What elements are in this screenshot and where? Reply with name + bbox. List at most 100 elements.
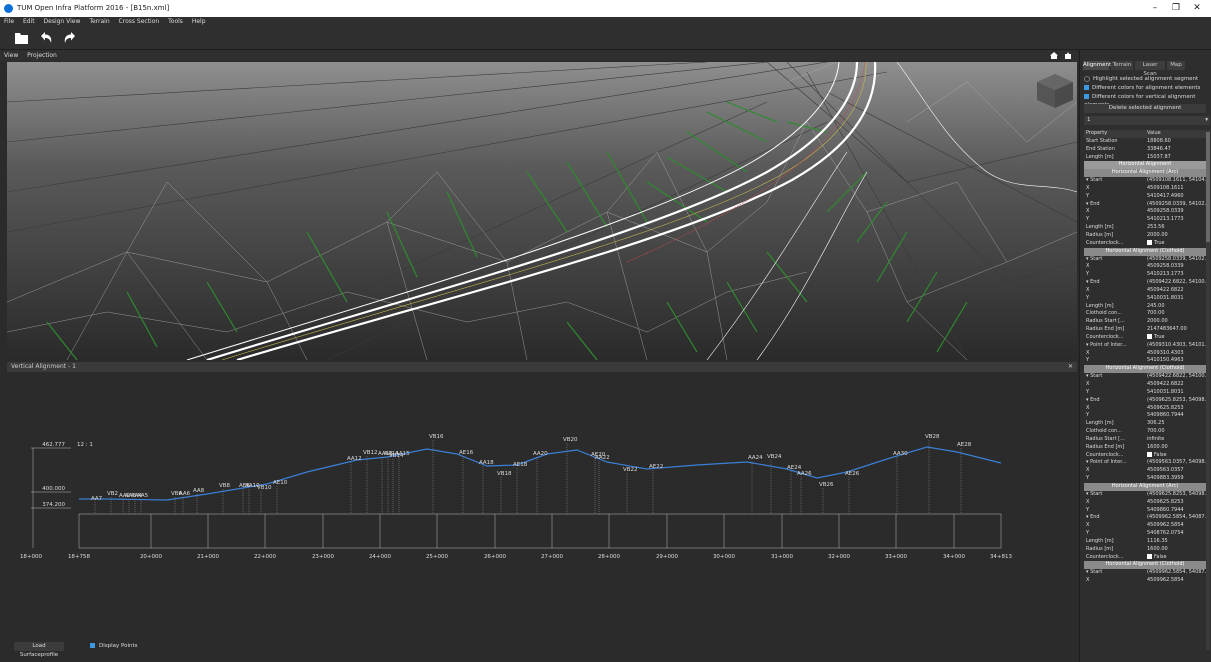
checkbox-icon[interactable] xyxy=(1147,333,1152,339)
table-row[interactable]: ▾ End (4509962.5854, 54087... xyxy=(1084,514,1206,522)
table-row[interactable]: Y 5410213.1773 xyxy=(1084,216,1206,224)
projection-menu[interactable]: Projection xyxy=(27,52,57,59)
diff-colors-option[interactable]: Different colors for alignment elements xyxy=(1084,84,1200,92)
table-group-row[interactable]: Horizontal Alignment (Clothoid) xyxy=(1084,561,1206,570)
table-row[interactable]: Length [m] 1116.35 xyxy=(1084,538,1206,546)
table-row[interactable]: ▾ Start (4509962.5854, 54087... xyxy=(1084,569,1206,577)
table-group-row[interactable]: Horizontal Alignment (Arc) xyxy=(1084,169,1206,178)
highlight-option[interactable]: Highlight selected alignment segment xyxy=(1084,75,1198,83)
table-row[interactable]: Y 5410417.4960 xyxy=(1084,193,1206,201)
table-row[interactable]: Y 5410031.8031 xyxy=(1084,295,1206,303)
table-row[interactable]: ▾ Start (4509625.8253, 54098... xyxy=(1084,491,1206,499)
table-row[interactable]: ▾ Start (4509422.6822, 54100... xyxy=(1084,373,1206,381)
table-row[interactable]: ▾ Start (4509258.0339, 54102... xyxy=(1084,256,1206,264)
table-row[interactable]: Y 5409883.3959 xyxy=(1084,475,1206,483)
table-row[interactable]: Clothoid con... 700.00 xyxy=(1084,310,1206,318)
close-icon[interactable]: ✕ xyxy=(1193,3,1201,13)
home-icon[interactable] xyxy=(1050,52,1058,59)
table-row[interactable]: Counterclock... True xyxy=(1084,333,1206,342)
table-row[interactable]: Radius [m] 2000.00 xyxy=(1084,232,1206,240)
alignment-select[interactable]: 1 ▾ xyxy=(1084,116,1210,125)
camera-icon[interactable] xyxy=(1064,52,1072,59)
menu-file[interactable]: File xyxy=(4,18,15,25)
table-row[interactable]: ▾ End (4509422.6822, 54100... xyxy=(1084,279,1206,287)
table-row[interactable]: Radius [m] 1600.00 xyxy=(1084,546,1206,554)
table-row[interactable]: Start Station 18808.60 xyxy=(1084,138,1206,146)
checkbox-icon[interactable] xyxy=(1147,239,1152,245)
table-row[interactable]: Length [m] 245.00 xyxy=(1084,303,1206,311)
table-row[interactable]: Y 5409860.7944 xyxy=(1084,412,1206,420)
column-property[interactable]: Property xyxy=(1086,130,1108,136)
table-group-row[interactable]: Horizontal Alignment (Arc) xyxy=(1084,482,1206,491)
scrollbar[interactable] xyxy=(1206,130,1210,650)
display-points-toggle[interactable]: Display Points xyxy=(90,642,138,651)
table-group-row[interactable]: Horizontal Alignment xyxy=(1084,161,1206,170)
profile-chart[interactable]: 462.777 400.000 374.200 12 : 1 18+000 18+758 2… xyxy=(7,372,1077,656)
menu-design-view[interactable]: Design View xyxy=(43,18,81,25)
display-points-checkbox[interactable] xyxy=(90,643,95,648)
menu-cross-section[interactable]: Cross Section xyxy=(118,18,160,25)
table-row[interactable]: Length [m] 253.56 xyxy=(1084,224,1206,232)
column-value[interactable]: Value xyxy=(1147,130,1161,136)
highlight-radio[interactable] xyxy=(1084,75,1090,82)
3d-viewport[interactable] xyxy=(7,62,1077,360)
table-row[interactable]: X 4509962.5854 xyxy=(1084,522,1206,530)
panel-close-icon[interactable]: ✕ xyxy=(1067,363,1073,370)
table-row[interactable]: Radius Start [... infinite xyxy=(1084,436,1206,444)
menu-tools[interactable]: Tools xyxy=(168,18,183,25)
table-row[interactable]: Y 5409860.7944 xyxy=(1084,507,1206,515)
table-row[interactable]: ▾ End (4509258.0339, 54102... xyxy=(1084,201,1206,209)
table-row[interactable]: Radius Start [... 2000.00 xyxy=(1084,318,1206,326)
delete-alignment-button[interactable]: Delete selected alignment xyxy=(1084,104,1206,113)
diff-colors-checkbox[interactable] xyxy=(1084,85,1089,90)
checkbox-icon[interactable] xyxy=(1147,553,1152,559)
load-surfaceprofile-button[interactable]: Load Surfaceprofile xyxy=(14,642,64,658)
tab-laser-scan[interactable]: Laser Scan xyxy=(1135,61,1165,77)
menu-edit[interactable]: Edit xyxy=(22,18,35,25)
property-table[interactable]: Property Value Start Station 18808.60 End S… xyxy=(1084,130,1206,650)
table-row[interactable]: ▾ Point of Inter... (4509310.4303, 54101.… xyxy=(1084,342,1206,350)
tab-alignment[interactable]: Alignment xyxy=(1083,61,1112,70)
table-row[interactable]: X 4509563.0357 xyxy=(1084,467,1206,475)
table-row[interactable]: X 4509625.8253 xyxy=(1084,405,1206,413)
table-row[interactable]: Counterclock... True xyxy=(1084,239,1206,248)
table-row[interactable]: ▾ End (4509625.8253, 54098... xyxy=(1084,397,1206,405)
table-row[interactable]: End Station 33846.47 xyxy=(1084,146,1206,154)
table-row[interactable]: Y 5410213.1773 xyxy=(1084,271,1206,279)
tab-terrain[interactable]: Terrain xyxy=(1111,61,1133,70)
checkbox-icon[interactable] xyxy=(1147,451,1152,457)
redo-icon[interactable] xyxy=(62,30,78,46)
table-row[interactable]: Length [m] 15037.87 xyxy=(1084,154,1206,162)
table-row[interactable]: Y 5410150.4963 xyxy=(1084,357,1206,365)
table-row[interactable]: X 4509310.4303 xyxy=(1084,350,1206,358)
table-row[interactable]: Y 5408762.0754 xyxy=(1084,530,1206,538)
table-row[interactable]: X 4509258.0339 xyxy=(1084,263,1206,271)
table-row[interactable]: X 4509625.8253 xyxy=(1084,499,1206,507)
table-row[interactable]: Counterclock... False xyxy=(1084,451,1206,460)
folder-open-icon[interactable] xyxy=(14,30,30,46)
table-row[interactable]: ▾ Start (4509108.1611, 54104... xyxy=(1084,177,1206,185)
table-group-row[interactable]: Horizontal Alignment (Clothoid) xyxy=(1084,365,1206,374)
table-row[interactable]: X 4509962.5854 xyxy=(1084,577,1206,585)
table-row[interactable]: Y 5410031.8031 xyxy=(1084,389,1206,397)
table-row[interactable]: Counterclock... False xyxy=(1084,553,1206,562)
table-row[interactable]: ▾ Point of Inter... (4509563.0357, 54098.… xyxy=(1084,459,1206,467)
undo-icon[interactable] xyxy=(38,30,54,46)
view-menu[interactable]: View xyxy=(4,52,19,59)
table-row[interactable]: Radius End [m] 1600.00 xyxy=(1084,444,1206,452)
menu-help[interactable]: Help xyxy=(191,18,206,25)
diff-vertical-checkbox[interactable] xyxy=(1084,94,1089,99)
minimize-icon[interactable]: – xyxy=(1152,3,1158,13)
table-row[interactable]: X 4509422.6822 xyxy=(1084,381,1206,389)
table-row[interactable]: X 4509422.6822 xyxy=(1084,287,1206,295)
table-row[interactable]: X 4509108.1611 xyxy=(1084,185,1206,193)
menu-terrain[interactable]: Terrain xyxy=(89,18,110,25)
orientation-cube[interactable] xyxy=(1037,74,1073,108)
table-row[interactable]: Clothoid con... 700.00 xyxy=(1084,428,1206,436)
table-row[interactable]: Radius End [m] 2147483647.00 xyxy=(1084,326,1206,334)
table-row[interactable]: Length [m] 306.25 xyxy=(1084,420,1206,428)
maximize-icon[interactable]: ❐ xyxy=(1171,3,1181,13)
scrollbar-thumb[interactable] xyxy=(1206,132,1210,242)
table-row[interactable]: X 4509258.0339 xyxy=(1084,208,1206,216)
tab-map[interactable]: Map xyxy=(1167,61,1185,70)
